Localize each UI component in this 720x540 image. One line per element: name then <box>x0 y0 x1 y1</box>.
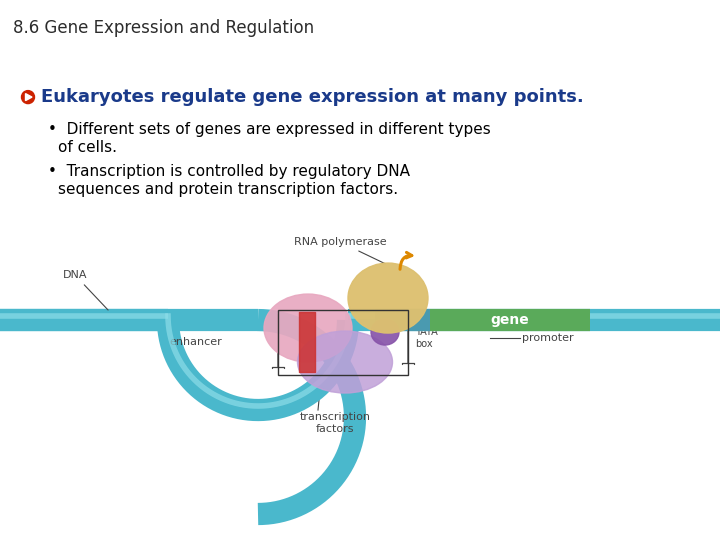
Circle shape <box>22 91 35 104</box>
Text: DNA: DNA <box>63 270 108 310</box>
Text: Eukaryotes regulate gene expression at many points.: Eukaryotes regulate gene expression at m… <box>41 88 584 106</box>
Text: RNA polymerase: RNA polymerase <box>294 237 387 264</box>
Text: of cells.: of cells. <box>58 140 117 155</box>
Text: 8.6 Gene Expression and Regulation: 8.6 Gene Expression and Regulation <box>13 19 314 37</box>
Polygon shape <box>25 93 32 100</box>
Text: gene: gene <box>490 313 529 327</box>
Text: transcription
factors: transcription factors <box>300 412 371 434</box>
Ellipse shape <box>264 294 352 362</box>
Text: promoter: promoter <box>522 333 574 343</box>
Text: TATA
box: TATA box <box>415 327 438 349</box>
Ellipse shape <box>348 263 428 333</box>
Text: enhancer: enhancer <box>169 337 222 347</box>
Text: •  Different sets of genes are expressed in different types: • Different sets of genes are expressed … <box>48 122 491 137</box>
Ellipse shape <box>297 331 392 393</box>
Text: •  Transcription is controlled by regulatory DNA: • Transcription is controlled by regulat… <box>48 164 410 179</box>
Ellipse shape <box>371 319 399 345</box>
Text: sequences and protein transcription factors.: sequences and protein transcription fact… <box>58 182 398 197</box>
